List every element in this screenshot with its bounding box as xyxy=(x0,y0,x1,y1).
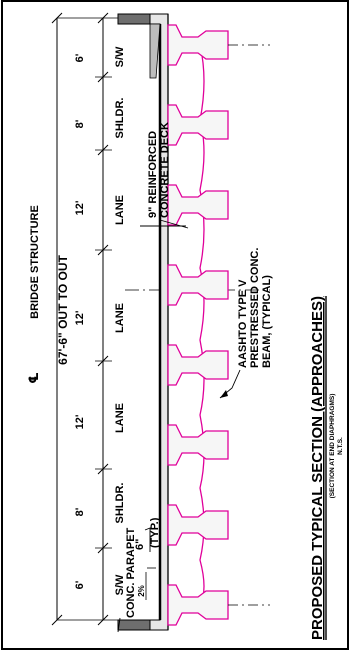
centerline-label: BRIDGE STRUCTURE xyxy=(29,205,41,319)
beam-section xyxy=(167,184,229,226)
lane-width-label: 8' xyxy=(74,507,86,516)
slab-thickness: 6" xyxy=(134,539,146,550)
lane-name-label: LANE xyxy=(114,403,126,433)
typ-note: (TYP.) xyxy=(149,517,161,548)
lane-width-label: 12' xyxy=(74,310,86,325)
beam-section xyxy=(167,264,229,306)
beam-section xyxy=(167,104,229,146)
beam-section xyxy=(167,24,229,66)
parapet-leader xyxy=(117,617,121,633)
beam-note-line: PRESTRESSED CONC. xyxy=(249,248,261,368)
overall-dimension-label: 67'-6" OUT TO OUT xyxy=(56,254,70,364)
lane-width-label: 6' xyxy=(74,580,86,589)
lane-name-label: SHLDR. xyxy=(114,98,126,139)
lane-dimension-line xyxy=(95,12,112,626)
beam-note-line: BEAM, (TYPICAL) xyxy=(261,275,273,368)
beam-note-line: AASHTO TYPE V xyxy=(237,279,249,368)
beam-group xyxy=(167,24,229,626)
lane-name-label: LANE xyxy=(114,195,126,225)
centerline-symbol: ℄ xyxy=(26,372,41,384)
lane-width-label: 12' xyxy=(74,414,86,429)
drawing-subtitle: (SECTION AT END DIAPHRAGMS) xyxy=(329,394,336,499)
beam-section xyxy=(167,344,229,386)
typ-leader xyxy=(144,527,151,552)
beam-section xyxy=(167,584,229,626)
lane-width-label: 8' xyxy=(74,119,86,128)
deck-note-leader xyxy=(159,219,189,229)
beam-section xyxy=(167,504,229,546)
slope-label: 2% xyxy=(137,585,146,597)
lane-name-label: SHLDR. xyxy=(114,483,126,524)
lane-name-label: S/W xyxy=(114,46,126,67)
deck-note-line: 9" REINFORCED xyxy=(147,131,159,218)
lane-name-label: LANE xyxy=(114,303,126,333)
lane-width-label: 12' xyxy=(74,200,86,215)
deck-note-line: CONCRETE DECK xyxy=(159,122,171,218)
drawing-scale: N.T.S. xyxy=(337,437,344,455)
drawing-title: PROPOSED TYPICAL SECTION (APPROACHES) xyxy=(309,296,326,640)
lane-name-label: S/W xyxy=(114,574,126,595)
lane-width-label: 6' xyxy=(74,53,86,62)
overall-dimension xyxy=(51,12,118,626)
parapet-note: CONC. PARAPET xyxy=(125,527,137,618)
beam-section xyxy=(167,424,229,466)
